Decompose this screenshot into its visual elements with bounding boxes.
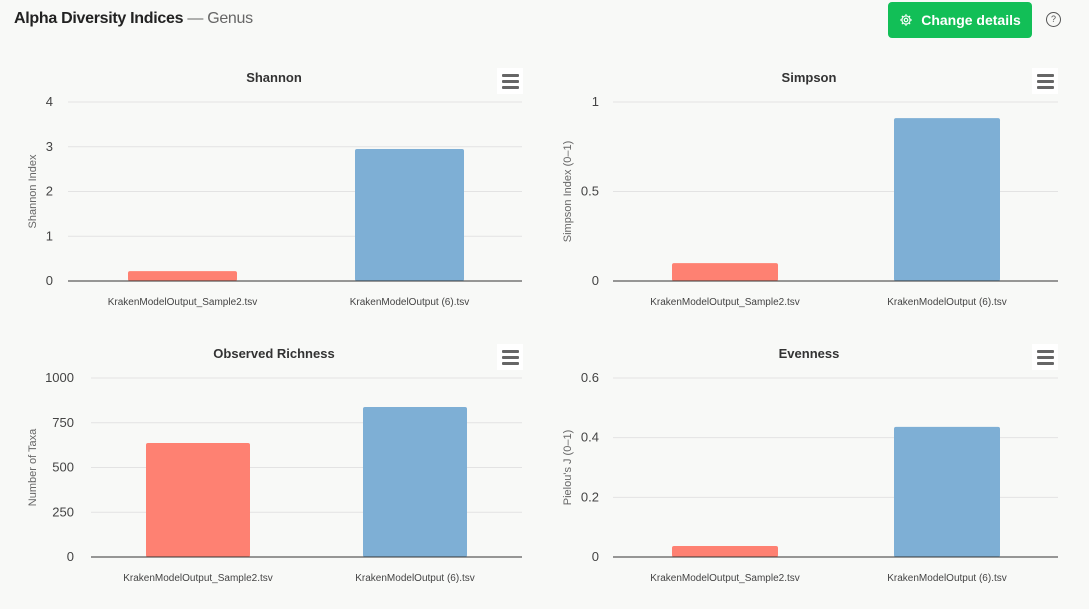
y-tick-label: 0.2 (581, 489, 599, 504)
change-details-button[interactable]: Change details (888, 2, 1032, 38)
y-axis-label: Simpson Index (0–1) (562, 141, 574, 243)
x-tick-label: KrakenModelOutput (6).tsv (355, 573, 475, 584)
y-tick-label: 0.4 (581, 430, 599, 445)
y-tick-label: 500 (52, 460, 74, 475)
bar-sample6[interactable] (894, 118, 1000, 281)
bar-sample6[interactable] (894, 426, 1000, 557)
chart-title: Simpson (782, 70, 837, 85)
y-axis-label: Number of Taxa (27, 428, 39, 506)
gear-icon (900, 14, 913, 26)
x-tick-label: KrakenModelOutput (6).tsv (887, 573, 1007, 584)
x-tick-label: KrakenModelOutput_Sample2.tsv (108, 297, 258, 308)
y-tick-label: 0.6 (581, 370, 599, 385)
bar-sample2[interactable] (672, 545, 778, 557)
y-tick-label: 1000 (45, 370, 74, 385)
x-tick-label: KrakenModelOutput_Sample2.tsv (123, 573, 273, 584)
bar-sample2[interactable] (672, 263, 778, 281)
y-tick-label: 1 (592, 94, 599, 109)
y-tick-label: 1 (46, 228, 53, 243)
y-tick-label: 0.5 (581, 184, 599, 199)
x-tick-label: KrakenModelOutput (6).tsv (350, 297, 470, 308)
y-tick-label: 0 (46, 273, 53, 288)
x-tick-label: KrakenModelOutput (6).tsv (887, 297, 1007, 308)
taxonomy-level: Genus (207, 10, 253, 27)
x-tick-label: KrakenModelOutput_Sample2.tsv (650, 297, 800, 308)
bar-sample6[interactable] (363, 406, 467, 557)
chart-menu-icon[interactable] (1032, 68, 1058, 94)
title-separator: — (187, 10, 204, 27)
y-tick-label: 0 (592, 549, 599, 564)
y-axis-label: Pielou's J (0–1) (562, 430, 574, 505)
y-tick-label: 2 (46, 184, 53, 199)
y-tick-label: 750 (52, 415, 74, 430)
x-tick-label: KrakenModelOutput_Sample2.tsv (650, 573, 800, 584)
chart-title: Shannon (246, 70, 302, 85)
chart-menu-icon[interactable] (497, 344, 523, 370)
chart-menu-icon[interactable] (1032, 344, 1058, 370)
change-details-label: Change details (921, 12, 1021, 28)
chart-title: Evenness (779, 346, 840, 361)
bar-sample2[interactable] (146, 442, 250, 557)
page-title: Alpha Diversity Indices — Genus (14, 10, 253, 28)
y-tick-label: 0 (592, 273, 599, 288)
question-circle-icon[interactable]: ? (1046, 12, 1061, 27)
y-tick-label: 250 (52, 504, 74, 519)
bar-sample6[interactable] (355, 148, 464, 281)
y-axis-label: Shannon Index (27, 154, 39, 229)
chart-menu-icon[interactable] (497, 68, 523, 94)
chart-title: Observed Richness (213, 346, 334, 361)
bar-sample2[interactable] (128, 271, 237, 281)
y-tick-label: 4 (46, 94, 53, 109)
y-tick-label: 3 (46, 139, 53, 154)
title-text: Alpha Diversity Indices (14, 10, 184, 27)
y-tick-label: 0 (67, 549, 74, 564)
